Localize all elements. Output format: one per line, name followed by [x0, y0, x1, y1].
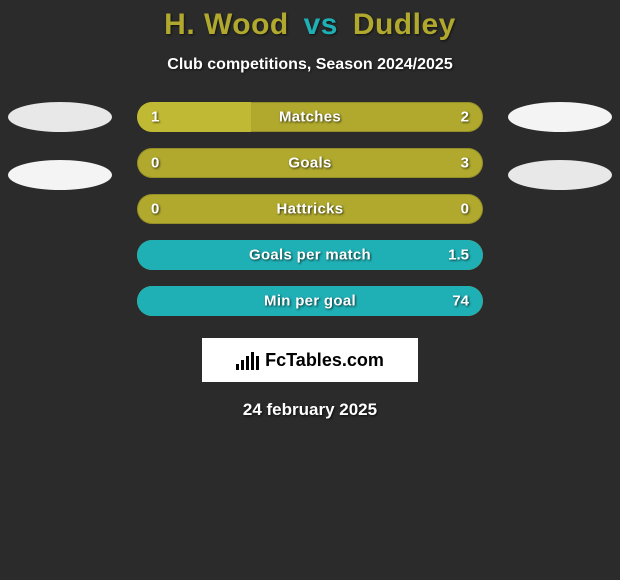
stats-area: 1 2 Matches 0 3 Goals 0 0 Hattricks 1.5 Goals per …: [0, 102, 620, 316]
stat-bar: 1.5 Goals per match: [137, 240, 483, 270]
stat-bar: 1 2 Matches: [137, 102, 483, 132]
bar-label: Hattricks: [277, 201, 344, 218]
snapshot-date: 24 february 2025: [0, 400, 620, 420]
bar-value-right: 0: [461, 201, 469, 218]
watermark[interactable]: FcTables.com: [202, 338, 418, 382]
player2-badge-secondary: [508, 160, 612, 190]
player2-name: Dudley: [353, 8, 456, 41]
left-badge-column: [8, 102, 112, 190]
stat-bar: 74 Min per goal: [137, 286, 483, 316]
bar-value-right: 2: [461, 109, 469, 126]
bar-value-left: 0: [151, 201, 159, 218]
stat-bar: 0 0 Hattricks: [137, 194, 483, 224]
subtitle: Club competitions, Season 2024/2025: [0, 56, 620, 74]
bar-value-right: 3: [461, 155, 469, 172]
bar-value-left: 1: [151, 109, 159, 126]
player1-name: H. Wood: [164, 8, 289, 41]
vs-label: vs: [304, 8, 338, 41]
bar-label: Matches: [279, 109, 341, 126]
stat-bars: 1 2 Matches 0 3 Goals 0 0 Hattricks 1.5 Goals per …: [137, 102, 483, 316]
player1-badge-primary: [8, 102, 112, 132]
bar-label: Min per goal: [264, 293, 356, 310]
bar-value-right: 1.5: [448, 247, 469, 264]
comparison-card: H. Wood vs Dudley Club competitions, Sea…: [0, 0, 620, 420]
player2-badge-primary: [508, 102, 612, 132]
bar-label: Goals per match: [249, 247, 371, 264]
bar-label: Goals: [288, 155, 331, 172]
bar-value-right: 74: [452, 293, 469, 310]
right-badge-column: [508, 102, 612, 190]
bar-chart-icon: [236, 350, 259, 370]
page-title: H. Wood vs Dudley: [0, 8, 620, 42]
player1-badge-secondary: [8, 160, 112, 190]
stat-bar: 0 3 Goals: [137, 148, 483, 178]
watermark-text: FcTables.com: [265, 350, 384, 371]
bar-value-left: 0: [151, 155, 159, 172]
